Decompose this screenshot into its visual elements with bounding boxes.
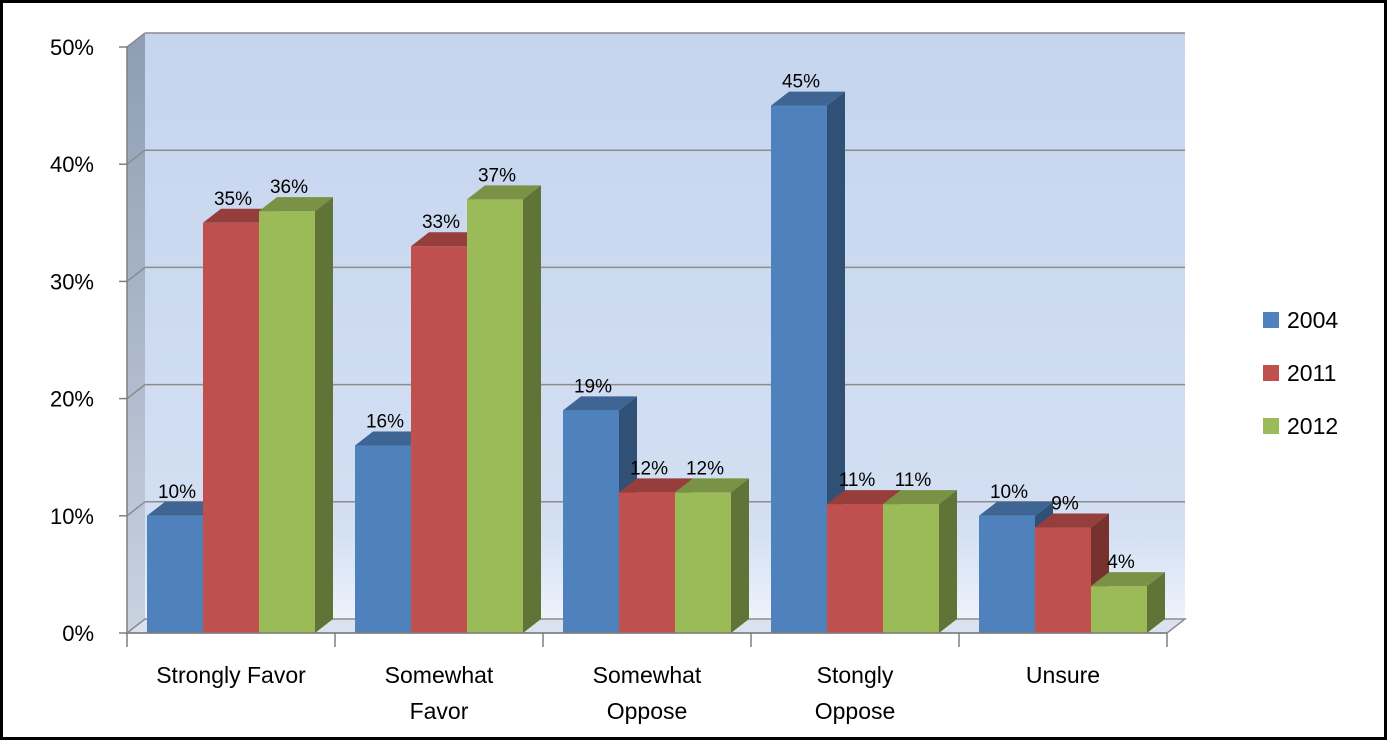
category-label: Somewhat bbox=[385, 662, 494, 688]
bar-front bbox=[1035, 527, 1091, 633]
bar-front bbox=[883, 504, 939, 633]
bar-top bbox=[883, 490, 957, 505]
bar-top bbox=[203, 208, 277, 223]
category-label: Favor bbox=[410, 698, 469, 724]
bar-front bbox=[411, 246, 467, 634]
data-label: 33% bbox=[422, 212, 460, 233]
category-label: Strongly Favor bbox=[156, 662, 306, 688]
bar-top bbox=[979, 501, 1053, 516]
bar-side bbox=[939, 490, 957, 633]
bar-front bbox=[979, 515, 1035, 633]
y-tick-label: 50% bbox=[50, 35, 94, 60]
bar-front bbox=[563, 410, 619, 633]
bar-top bbox=[563, 396, 637, 411]
gridline-diagonal bbox=[126, 266, 146, 282]
bar-top bbox=[619, 478, 693, 493]
bar-side bbox=[731, 478, 749, 633]
bar-front bbox=[355, 445, 411, 633]
y-tick-label: 10% bbox=[50, 504, 94, 529]
legend-swatch-2004 bbox=[1263, 312, 1279, 328]
bar-side bbox=[523, 185, 541, 634]
bar-2012 bbox=[675, 478, 749, 633]
data-label: 10% bbox=[158, 482, 196, 503]
data-label: 9% bbox=[1051, 494, 1079, 515]
data-label: 19% bbox=[574, 376, 612, 397]
bar-top bbox=[467, 185, 541, 200]
bar-top bbox=[411, 232, 485, 247]
data-label: 37% bbox=[478, 165, 516, 186]
bar-2012 bbox=[1091, 572, 1165, 633]
bar-front bbox=[1091, 586, 1147, 633]
y-tick-label: 30% bbox=[50, 269, 94, 294]
category-label: Somewhat bbox=[593, 662, 702, 688]
bar-top bbox=[771, 91, 845, 106]
legend-label-2012: 2012 bbox=[1287, 413, 1338, 439]
category-label: Oppose bbox=[607, 698, 688, 724]
data-label: 10% bbox=[990, 482, 1028, 503]
legend: 2004 2011 2012 bbox=[1263, 307, 1338, 439]
y-tick-label: 40% bbox=[50, 152, 94, 177]
bar-front bbox=[827, 504, 883, 633]
bar-2012 bbox=[467, 185, 541, 634]
bar-front bbox=[467, 199, 523, 634]
side-wall bbox=[127, 33, 145, 633]
bars bbox=[147, 91, 1165, 634]
data-label: 45% bbox=[782, 72, 820, 93]
category-label: Oppose bbox=[815, 698, 896, 724]
bar-front bbox=[259, 211, 315, 633]
bar-2012 bbox=[259, 197, 333, 633]
bar-top bbox=[1035, 513, 1109, 528]
bar-top bbox=[675, 478, 749, 493]
legend-label-2011: 2011 bbox=[1287, 360, 1336, 386]
bar-top bbox=[147, 501, 221, 516]
bar-front bbox=[147, 515, 203, 633]
bar-front bbox=[675, 492, 731, 633]
gridline-diagonal bbox=[126, 149, 146, 165]
y-axis: 0% 10% 20% 30% 40% 50% bbox=[50, 35, 128, 646]
bar-top bbox=[355, 431, 429, 446]
legend-swatch-2011 bbox=[1263, 365, 1279, 381]
data-label: 12% bbox=[630, 458, 668, 479]
data-label: 16% bbox=[366, 411, 404, 432]
bar-front bbox=[619, 492, 675, 633]
legend-label-2004: 2004 bbox=[1287, 307, 1338, 333]
gridline-diagonal bbox=[126, 32, 146, 48]
y-tick-label: 0% bbox=[62, 621, 94, 646]
bar-top bbox=[259, 197, 333, 212]
bar-2012 bbox=[883, 490, 957, 633]
gridline-diagonal bbox=[126, 501, 146, 517]
data-label: 36% bbox=[270, 177, 308, 198]
category-label: Stongly bbox=[817, 662, 894, 688]
bar-front bbox=[771, 105, 827, 634]
gridline-diagonal bbox=[126, 384, 146, 400]
data-label: 11% bbox=[895, 470, 932, 491]
category-label: Unsure bbox=[1026, 662, 1100, 688]
bar-front bbox=[203, 222, 259, 634]
bar-top bbox=[827, 490, 901, 505]
legend-swatch-2012 bbox=[1263, 418, 1279, 434]
data-label: 35% bbox=[214, 189, 252, 210]
data-label: 4% bbox=[1107, 552, 1135, 573]
y-tick-label: 20% bbox=[50, 387, 94, 412]
bar-2004 bbox=[771, 91, 845, 634]
bar-side bbox=[1147, 572, 1165, 633]
bar-top bbox=[1091, 572, 1165, 587]
data-label: 12% bbox=[686, 458, 724, 479]
x-axis: Strongly Favor Somewhat Favor Somewhat Oppos… bbox=[126, 632, 1168, 724]
data-labels: 10% 35% 36% 16% 33% 37% 19% 12% 12% 45% 11% 11% 10% 9… bbox=[158, 72, 1135, 574]
data-label: 11% bbox=[839, 470, 876, 491]
bar-side bbox=[315, 197, 333, 633]
